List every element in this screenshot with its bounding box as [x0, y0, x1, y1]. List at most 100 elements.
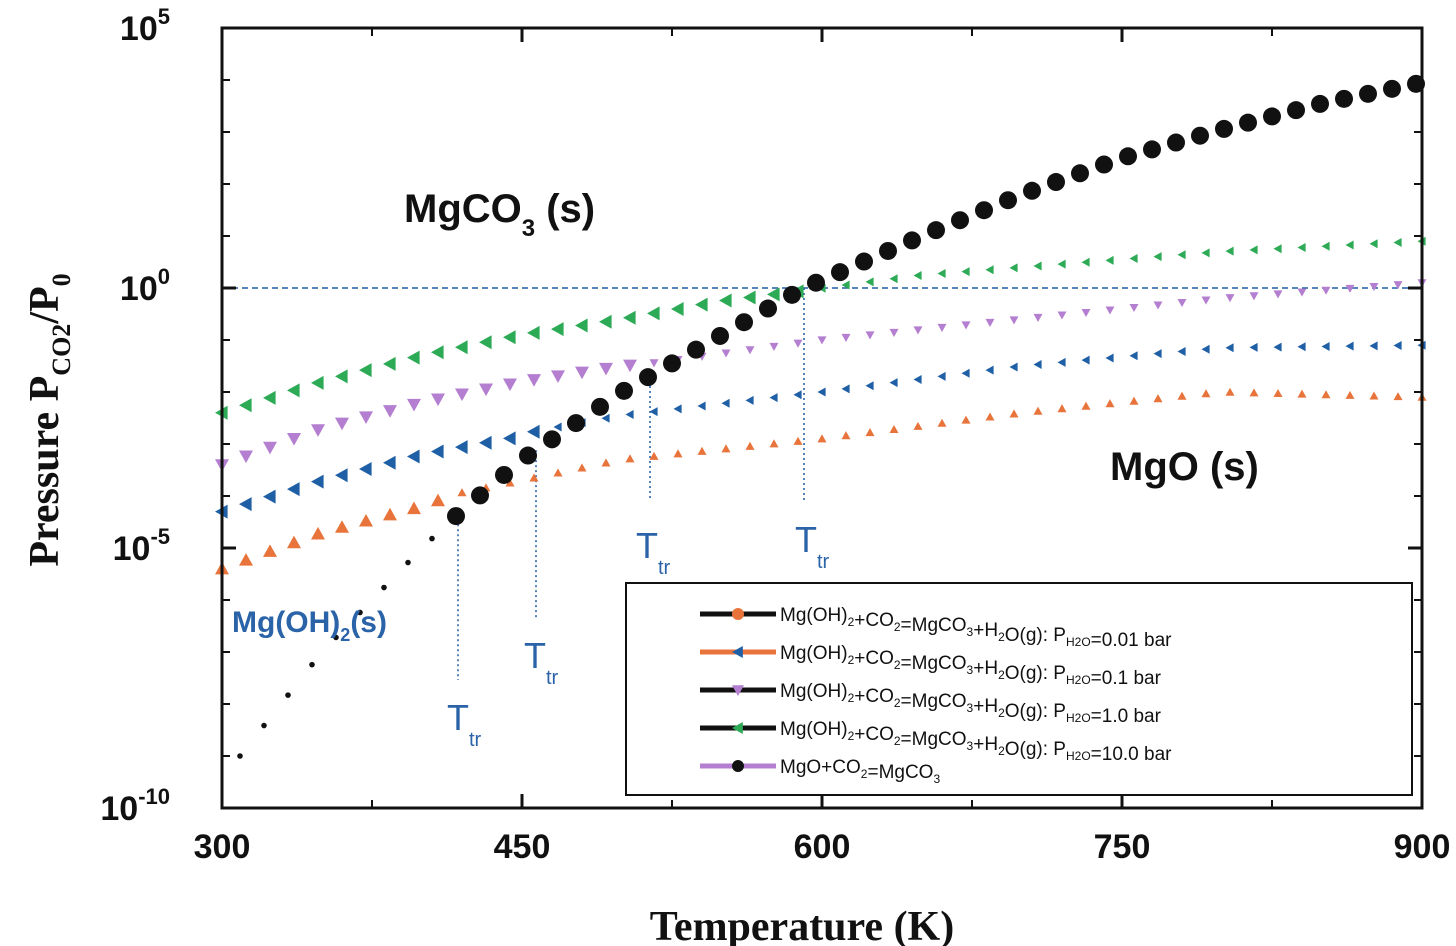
series-point — [1345, 240, 1354, 250]
series-point — [903, 231, 921, 250]
series-point — [335, 520, 349, 533]
series-point — [431, 493, 445, 507]
series-point — [407, 350, 420, 365]
legend-entry: Mg(OH)2+CO2=MgCO3+H2O(g): PH2O=1.0 bar — [700, 681, 1162, 727]
series-point — [1369, 341, 1378, 351]
series-point — [1359, 84, 1377, 103]
series-point — [1297, 389, 1307, 398]
series-point — [889, 378, 898, 388]
transition-label: Ttr — [795, 519, 830, 573]
series-point — [759, 299, 777, 318]
y-tick-label: 10-5 — [113, 524, 170, 568]
series-point — [961, 321, 971, 330]
series-point — [769, 393, 778, 403]
series-point — [865, 277, 874, 287]
series-point — [1249, 245, 1258, 255]
series-point — [1119, 147, 1137, 166]
series-point — [263, 441, 277, 455]
series-point — [407, 449, 420, 464]
series-point — [1215, 119, 1233, 138]
series-point — [357, 609, 363, 616]
series-point — [1369, 239, 1378, 249]
series-point — [1177, 391, 1187, 400]
series-point — [1177, 346, 1186, 356]
series-point — [527, 374, 541, 387]
series-point — [407, 398, 421, 412]
legend-marker — [732, 722, 743, 734]
series-point — [793, 339, 803, 348]
series-point — [639, 368, 657, 387]
series-point — [1321, 390, 1331, 399]
series-point — [817, 336, 827, 345]
transition-label: Ttr — [524, 635, 559, 689]
series-point — [1095, 155, 1113, 174]
annotation-mgco3: MgCO3 (s) — [404, 187, 595, 242]
series-4 — [237, 74, 1425, 759]
series-point — [927, 221, 945, 240]
x-tick-label: 450 — [494, 828, 551, 866]
series-point — [1345, 390, 1355, 399]
series-point — [817, 387, 826, 397]
series-point — [831, 263, 849, 282]
series-point — [841, 333, 851, 343]
series-point — [841, 431, 851, 440]
series-point — [615, 381, 633, 400]
series-point — [721, 398, 730, 408]
series-point — [767, 287, 780, 302]
series-point — [663, 354, 681, 373]
series-point — [1129, 396, 1139, 405]
series-point — [405, 559, 411, 566]
legend-entry: Mg(OH)2+CO2=MgCO3+H2O(g): PH2O=0.01 bar — [700, 605, 1172, 651]
series-point — [711, 326, 729, 345]
series-point — [261, 722, 267, 729]
series-point — [551, 322, 564, 337]
series-point — [1167, 133, 1185, 152]
series-point — [505, 478, 515, 487]
series-point — [333, 634, 339, 641]
series-point — [1393, 237, 1402, 247]
series-point — [263, 544, 277, 557]
series-point — [879, 241, 897, 260]
series-point — [1335, 89, 1353, 108]
series-point — [287, 535, 301, 549]
y-tick-label: 105 — [120, 4, 170, 48]
series-point — [937, 418, 947, 427]
annotation-mgo: MgO (s) — [1110, 445, 1259, 489]
series-point — [985, 412, 995, 421]
series-point — [735, 313, 753, 332]
x-tick-label: 300 — [194, 828, 251, 866]
series-point — [1129, 303, 1139, 313]
series-point — [855, 252, 873, 271]
series-point — [1369, 282, 1379, 292]
axes: 300 450 600 750 900 105 100 10-5 10-10 — [100, 4, 1450, 866]
series-point — [575, 366, 589, 380]
series-point — [1345, 284, 1355, 293]
legend-label: MgO+CO2=MgCO3 — [780, 757, 940, 786]
series-point — [961, 267, 970, 277]
series-point — [1047, 173, 1065, 192]
series-point — [495, 465, 513, 484]
series-point — [237, 753, 243, 759]
series-point — [1143, 140, 1161, 159]
series-point — [625, 409, 634, 419]
series-point — [1153, 252, 1162, 262]
series-point — [1153, 301, 1163, 310]
series-point — [287, 482, 300, 497]
series-point — [1009, 409, 1019, 418]
series-point — [745, 395, 754, 405]
series-point — [599, 314, 612, 329]
series-point — [359, 461, 372, 476]
series-point — [1287, 101, 1305, 120]
series-point — [529, 473, 539, 482]
series-point — [841, 280, 850, 290]
series-point — [1239, 113, 1257, 132]
series-point — [1201, 389, 1211, 398]
series-point — [1201, 248, 1210, 258]
transition-label: Ttr — [636, 525, 671, 579]
series-point — [865, 428, 875, 437]
series-point — [999, 191, 1017, 210]
series-point — [263, 489, 276, 504]
series-point — [985, 318, 995, 328]
series-point — [431, 345, 444, 360]
